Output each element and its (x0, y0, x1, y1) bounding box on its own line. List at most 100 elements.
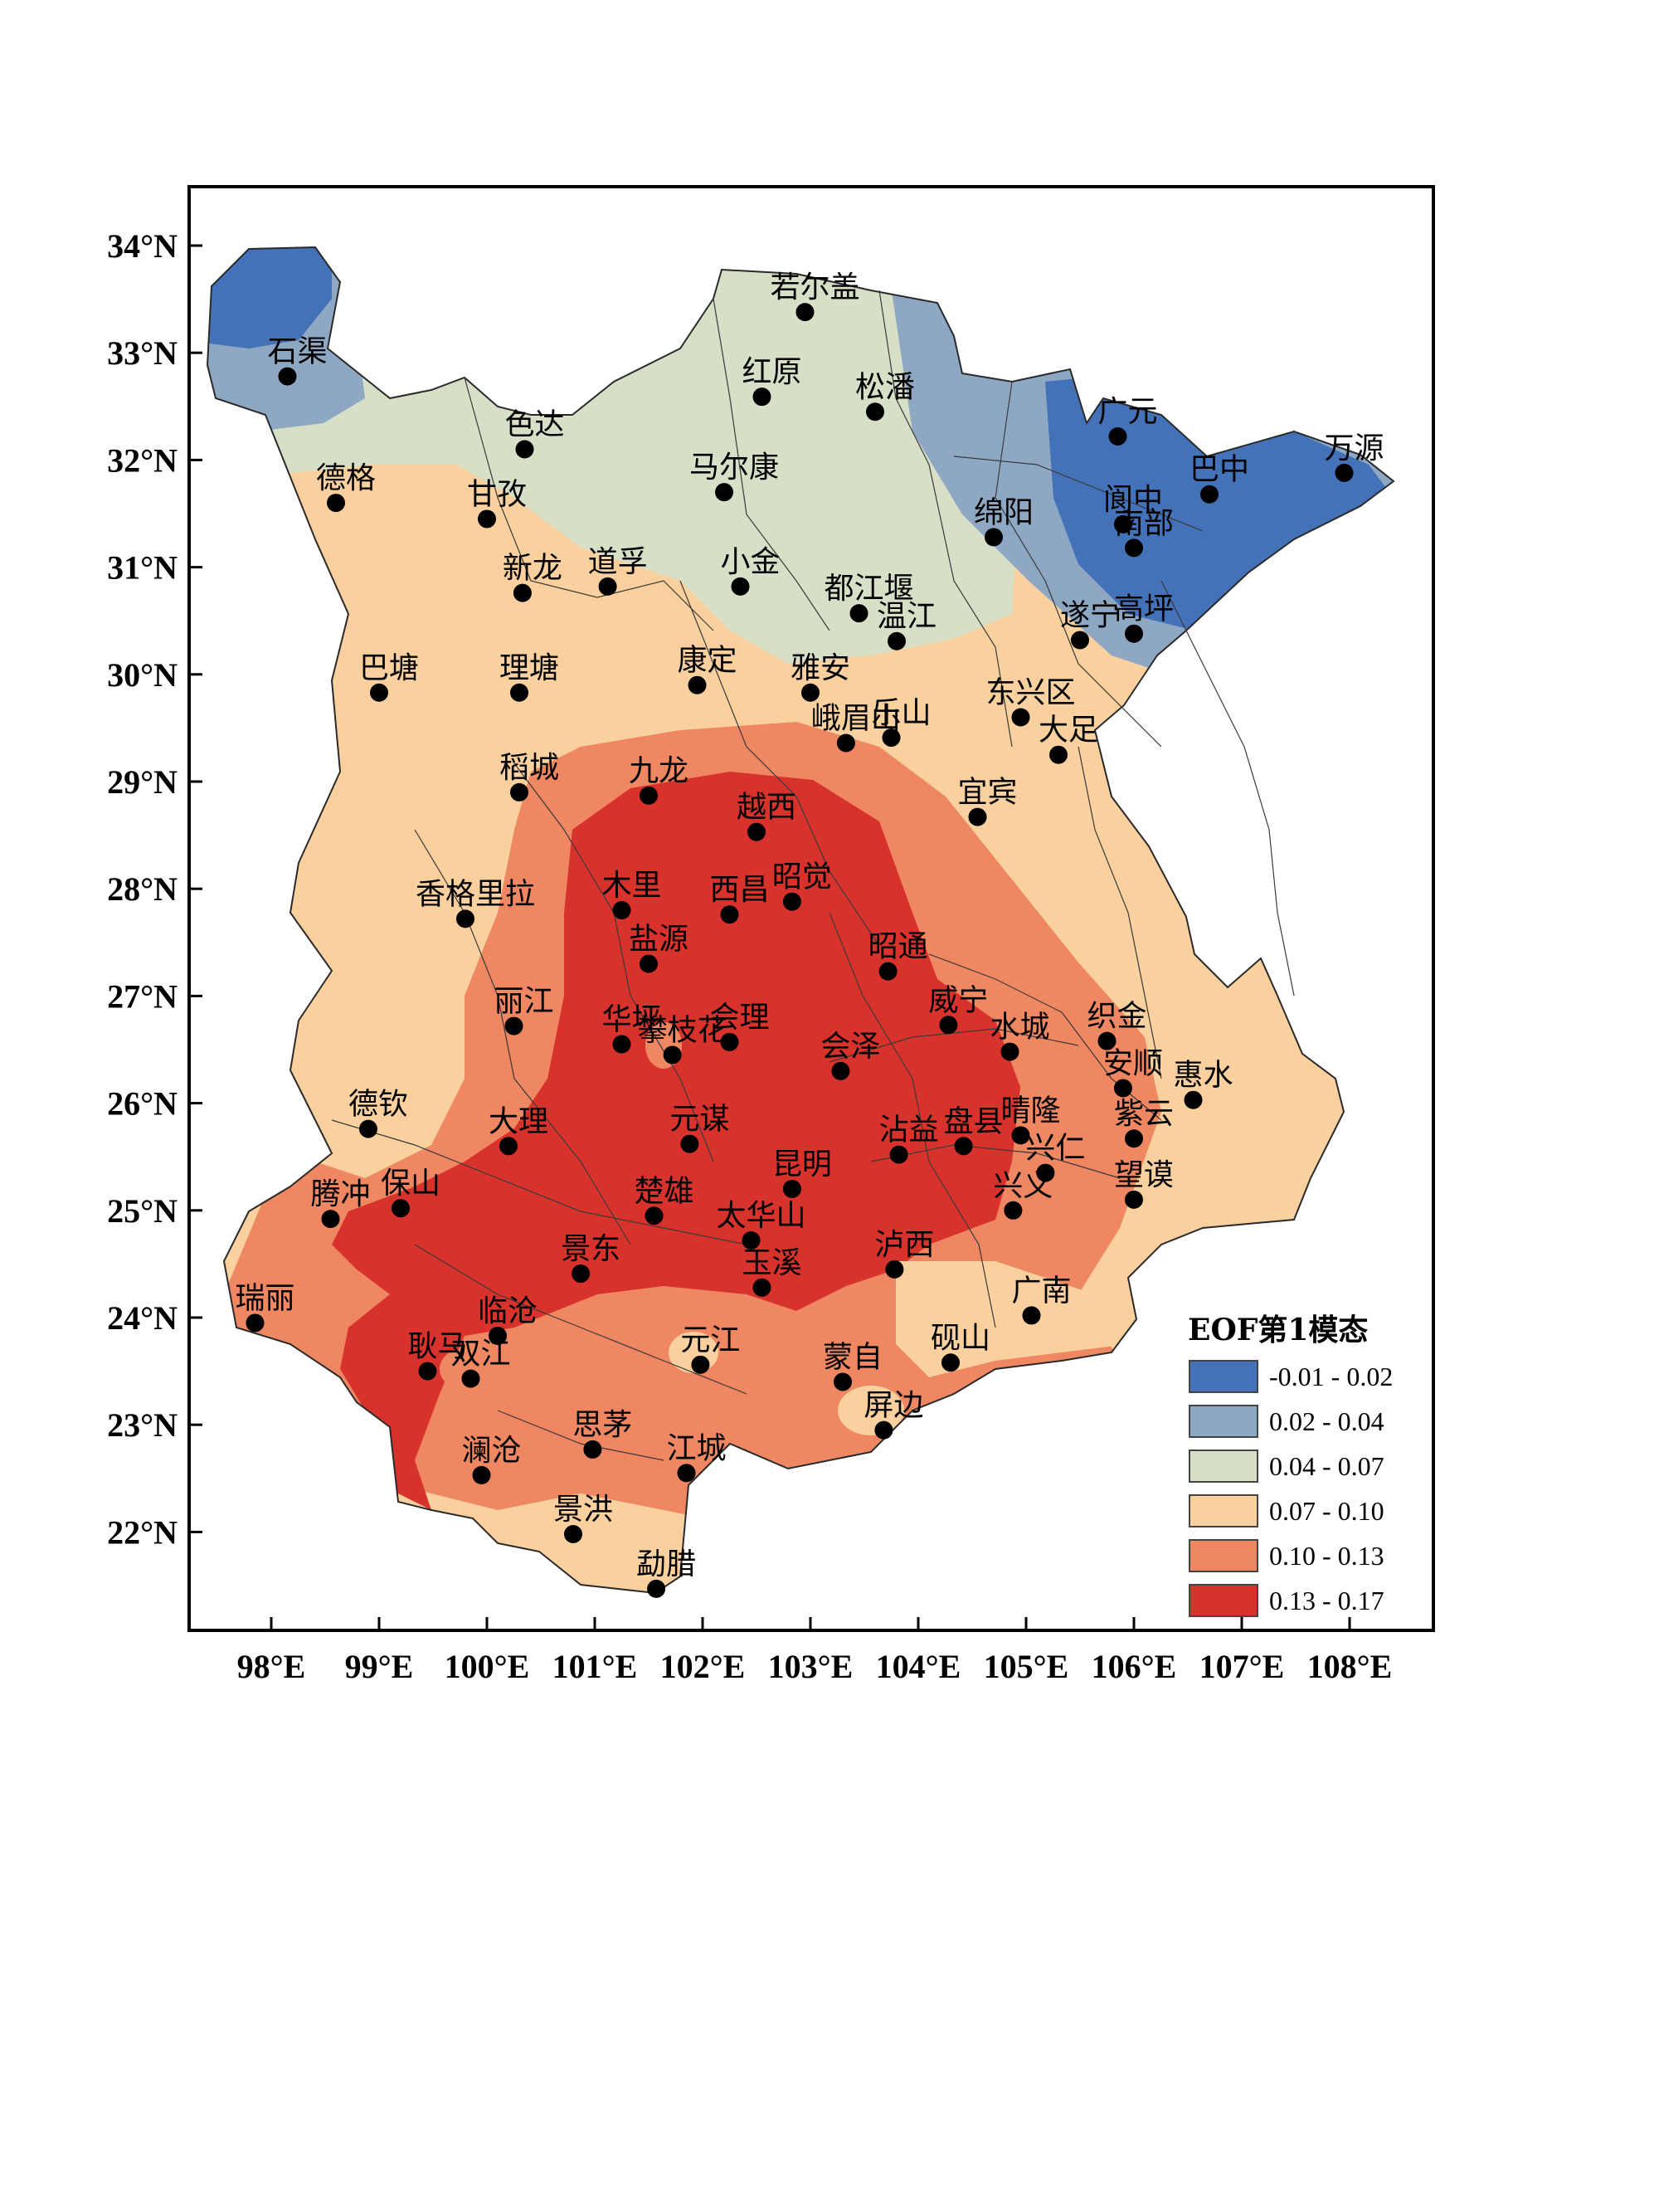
station-label: 惠水 (1173, 1059, 1233, 1093)
station-marker (1114, 514, 1132, 534)
station-label: 景东 (561, 1232, 620, 1266)
station-marker (968, 807, 987, 826)
station-label: 耿马 (407, 1330, 467, 1364)
fill-band-neg0.01-0.02-west (207, 247, 332, 348)
station-marker (849, 604, 868, 623)
station-label: 瑞丽 (235, 1281, 294, 1315)
station-marker (782, 892, 801, 911)
lat-tick-label: 22°N (107, 1513, 178, 1551)
station-marker (640, 954, 658, 973)
station-marker (795, 303, 815, 322)
lat-tick-label: 26°N (107, 1085, 178, 1123)
station-marker (677, 1464, 696, 1483)
lat-tick-label: 31°N (107, 549, 178, 587)
station-label: 红原 (742, 355, 801, 389)
station-label: 道孚 (588, 545, 648, 579)
station-label: 雅安 (791, 651, 850, 685)
station-marker (515, 440, 534, 459)
station-label: 色达 (504, 407, 564, 441)
legend-label: 0.10 - 0.13 (1269, 1541, 1384, 1571)
station-label: 若尔盖 (770, 270, 859, 305)
lon-tick-label: 108°E (1307, 1648, 1393, 1685)
station-label: 巴塘 (359, 651, 419, 685)
boundary-line (953, 456, 1204, 532)
legend-label: 0.07 - 0.10 (1269, 1496, 1384, 1526)
lon-tick-label: 106°E (1092, 1648, 1177, 1685)
station-label: 九龙 (629, 754, 688, 788)
lat-tick-label: 29°N (107, 763, 178, 801)
station-label: 大理 (489, 1104, 548, 1138)
station-label: 思茅 (572, 1408, 632, 1442)
lat-tick-label: 25°N (107, 1192, 178, 1230)
boundary-line (513, 763, 714, 1162)
station-label: 昆明 (772, 1147, 832, 1182)
station-label: 望谟 (1114, 1158, 1174, 1192)
station-label: 小金 (720, 545, 780, 579)
station-marker (1097, 1031, 1117, 1050)
station-label: 盘县 (944, 1104, 1004, 1138)
station-label: 香格里拉 (416, 877, 535, 911)
station-marker (513, 583, 532, 602)
station-marker (831, 1061, 850, 1080)
station-marker (731, 577, 750, 596)
station-marker (612, 1035, 631, 1054)
lat-tick-label: 30°N (107, 656, 178, 694)
station-marker (418, 1362, 437, 1381)
station-label: 绵阳 (974, 495, 1034, 529)
boundary-line (713, 298, 830, 631)
station-marker (572, 1264, 591, 1284)
station-marker (941, 1353, 960, 1372)
station-label: 巴中 (1190, 453, 1249, 487)
station-marker (1049, 745, 1068, 764)
station-marker (1011, 708, 1030, 727)
station-marker (691, 1355, 710, 1374)
station-label: 屏边 (864, 1389, 923, 1423)
station-marker (715, 483, 733, 502)
station-label: 广元 (1097, 395, 1157, 429)
lon-tick-label: 99°E (345, 1648, 414, 1685)
boundary-line (829, 1028, 1079, 1063)
station-marker (1125, 624, 1143, 643)
legend-swatch (1189, 1360, 1258, 1393)
station-label: 盐源 (629, 923, 688, 957)
station-label: 晴隆 (1000, 1094, 1060, 1128)
station-marker (461, 1369, 480, 1388)
station-label: 昭觉 (772, 860, 832, 894)
station-marker (1200, 485, 1219, 504)
station-label: 遂宁 (1060, 598, 1120, 632)
boundary-line (995, 381, 1162, 748)
station-label: 甘孜 (467, 477, 527, 511)
station-marker (782, 1179, 801, 1198)
station-label: 阆中 (1103, 483, 1163, 517)
station-label: 玉溪 (742, 1246, 801, 1280)
station-label: 万源 (1324, 431, 1384, 465)
lon-tick-label: 104°E (876, 1648, 961, 1685)
station-label: 会泽 (820, 1030, 880, 1064)
station-label: 腾冲 (310, 1177, 370, 1211)
boundary-line (1160, 580, 1295, 996)
station-marker (359, 1119, 377, 1138)
station-label: 温江 (877, 600, 937, 634)
station-label: 泸西 (874, 1228, 934, 1262)
boundary-line (464, 377, 714, 631)
boundary-line (870, 1144, 1121, 1179)
station-marker (612, 901, 631, 920)
station-marker (392, 1199, 410, 1218)
station-marker (472, 1465, 491, 1484)
station-marker (888, 631, 906, 650)
station-label: 华坪 (601, 1003, 661, 1037)
station-marker (878, 962, 898, 981)
station-label: 紫云 (1114, 1097, 1174, 1131)
legend-label: -0.01 - 0.02 (1269, 1362, 1393, 1391)
station-label: 宜宾 (957, 776, 1017, 810)
station-label: 兴义 (993, 1169, 1053, 1203)
station-marker (742, 1230, 761, 1250)
station-marker (478, 509, 496, 529)
station-marker (874, 1420, 893, 1440)
station-marker (489, 1326, 507, 1345)
legend-title: EOF第1模态 (1188, 1313, 1368, 1347)
station-label: 水城 (990, 1011, 1049, 1045)
longitude-axis: 98°E 99°E 100°E 101°E 102°E 103°E 104°E 105°E 10… (237, 1617, 1393, 1685)
station-marker (1004, 1201, 1023, 1220)
